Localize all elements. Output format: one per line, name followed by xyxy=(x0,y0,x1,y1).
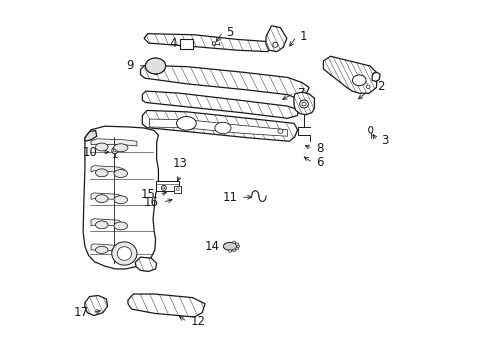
Ellipse shape xyxy=(212,42,215,45)
Ellipse shape xyxy=(366,85,369,89)
Bar xyxy=(174,186,181,193)
Ellipse shape xyxy=(176,188,179,191)
Polygon shape xyxy=(91,244,121,252)
Ellipse shape xyxy=(113,144,128,152)
Polygon shape xyxy=(142,91,298,118)
Polygon shape xyxy=(149,119,287,136)
Polygon shape xyxy=(323,56,376,93)
Polygon shape xyxy=(144,34,270,51)
Ellipse shape xyxy=(161,185,166,190)
Ellipse shape xyxy=(301,102,305,106)
Ellipse shape xyxy=(112,242,137,265)
Ellipse shape xyxy=(235,243,238,245)
Polygon shape xyxy=(85,296,107,316)
Polygon shape xyxy=(371,72,379,81)
Ellipse shape xyxy=(95,143,108,151)
Ellipse shape xyxy=(176,117,196,130)
Ellipse shape xyxy=(114,222,127,230)
Ellipse shape xyxy=(114,170,127,177)
Text: 2: 2 xyxy=(376,80,384,93)
Polygon shape xyxy=(91,166,124,174)
Ellipse shape xyxy=(223,242,237,250)
Polygon shape xyxy=(128,294,204,317)
Polygon shape xyxy=(142,111,297,141)
Text: 13: 13 xyxy=(172,157,187,170)
Text: 6: 6 xyxy=(316,156,323,169)
Text: 15: 15 xyxy=(141,188,155,201)
Ellipse shape xyxy=(95,195,108,203)
Text: 5: 5 xyxy=(226,26,233,39)
Text: 11: 11 xyxy=(222,191,237,204)
Ellipse shape xyxy=(114,196,127,204)
Ellipse shape xyxy=(232,241,235,244)
Text: 14: 14 xyxy=(204,240,220,253)
Bar xyxy=(180,40,192,49)
Ellipse shape xyxy=(163,187,164,189)
Ellipse shape xyxy=(228,250,231,252)
Ellipse shape xyxy=(368,127,372,133)
Ellipse shape xyxy=(299,100,308,108)
Ellipse shape xyxy=(232,249,235,252)
Polygon shape xyxy=(140,65,308,98)
Polygon shape xyxy=(265,26,286,51)
Polygon shape xyxy=(91,139,137,146)
Ellipse shape xyxy=(95,221,108,229)
Text: 7: 7 xyxy=(297,87,305,100)
Polygon shape xyxy=(145,58,165,74)
Ellipse shape xyxy=(352,75,366,86)
Text: 10: 10 xyxy=(82,145,97,158)
Text: 3: 3 xyxy=(380,134,387,147)
Polygon shape xyxy=(91,219,123,228)
Ellipse shape xyxy=(113,149,116,152)
Polygon shape xyxy=(145,58,165,74)
Text: 8: 8 xyxy=(316,142,323,155)
Polygon shape xyxy=(135,257,156,271)
Ellipse shape xyxy=(236,245,239,248)
Ellipse shape xyxy=(272,42,277,47)
Text: 16: 16 xyxy=(144,196,159,209)
Ellipse shape xyxy=(117,247,131,260)
Ellipse shape xyxy=(95,246,108,253)
Bar xyxy=(156,181,179,191)
Ellipse shape xyxy=(214,122,230,134)
Ellipse shape xyxy=(112,147,117,154)
Ellipse shape xyxy=(95,169,108,177)
Text: 4: 4 xyxy=(169,36,177,50)
Ellipse shape xyxy=(277,129,282,134)
Polygon shape xyxy=(91,193,123,202)
Polygon shape xyxy=(85,131,97,141)
Text: 17: 17 xyxy=(73,306,88,319)
Text: 12: 12 xyxy=(190,315,205,328)
Ellipse shape xyxy=(235,247,238,250)
Polygon shape xyxy=(293,92,314,115)
Text: 1: 1 xyxy=(300,30,307,43)
Ellipse shape xyxy=(112,247,124,254)
Text: 9: 9 xyxy=(126,59,134,72)
Polygon shape xyxy=(83,126,158,269)
